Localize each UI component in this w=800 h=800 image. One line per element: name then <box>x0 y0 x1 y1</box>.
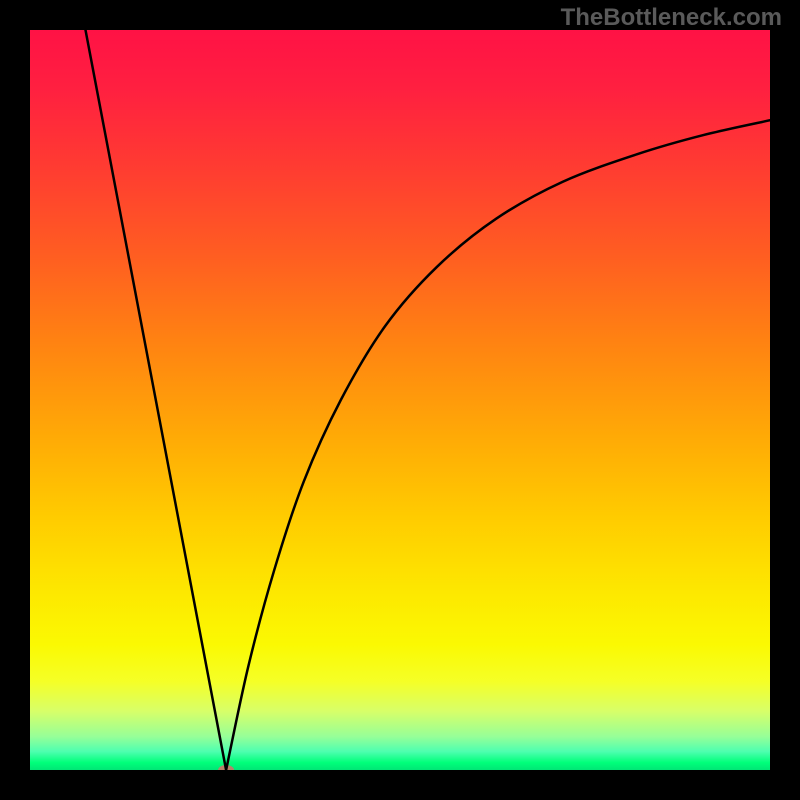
plot-area <box>30 30 770 770</box>
watermark-text: TheBottleneck.com <box>561 4 782 32</box>
bottleneck-curve <box>86 30 771 770</box>
chart-container: TheBottleneck.com <box>0 0 800 800</box>
curve-layer <box>30 30 770 770</box>
